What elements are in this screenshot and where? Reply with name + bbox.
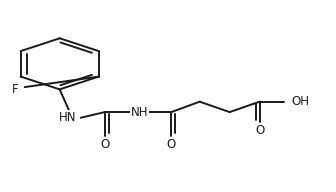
Text: O: O xyxy=(100,138,109,151)
Text: NH: NH xyxy=(131,106,149,119)
Text: OH: OH xyxy=(291,95,309,108)
Text: HN: HN xyxy=(59,111,77,124)
Text: F: F xyxy=(11,83,18,96)
Text: O: O xyxy=(255,124,264,137)
Text: O: O xyxy=(167,138,176,151)
